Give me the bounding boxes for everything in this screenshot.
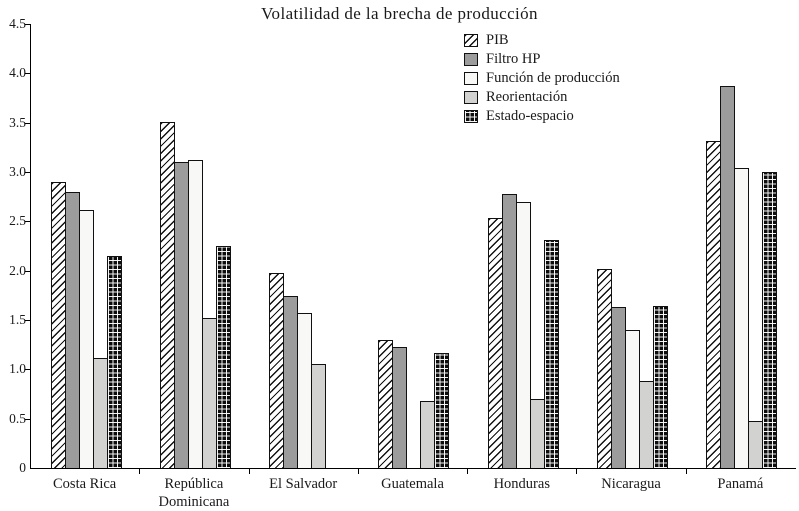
y-axis-tick (25, 122, 30, 124)
bar (720, 86, 736, 468)
legend-label: Función de producción (486, 70, 620, 86)
bar (106, 255, 122, 468)
bar (487, 218, 503, 468)
x-axis-category-label: Panamá (717, 476, 764, 492)
y-axis-tick (25, 270, 30, 272)
y-axis-tick (25, 172, 30, 173)
y-axis-tick-label: 0.5 (9, 410, 26, 426)
x-axis-tick (248, 469, 250, 474)
legend-item: Filtro HP (464, 52, 620, 66)
bar (625, 329, 641, 468)
legend-swatch-icon (464, 33, 478, 47)
y-axis-tick-label: 2.5 (9, 213, 26, 229)
bar (639, 381, 655, 468)
x-axis-tick (139, 469, 141, 474)
legend-swatch-icon (464, 109, 478, 123)
legend-swatch-icon (464, 90, 478, 104)
bar (611, 307, 627, 468)
bar (50, 181, 66, 468)
x-axis-category-label: República Dominicana (158, 476, 230, 511)
bar-group (31, 24, 140, 468)
bar (215, 246, 231, 468)
legend-swatch-icon (464, 52, 478, 66)
legend-item: Reorientación (464, 90, 620, 104)
y-axis-tick-label: 3.5 (9, 114, 26, 130)
bar-group (577, 24, 686, 468)
x-axis-tick (576, 469, 578, 474)
legend-swatch-icon (464, 71, 478, 85)
bar (92, 357, 108, 468)
x-axis-tick (357, 469, 359, 474)
bar (283, 296, 299, 468)
y-axis-tick-label: 3.0 (9, 164, 26, 179)
x-axis-category-label: Honduras (493, 476, 550, 492)
legend-item: Función de producción (464, 71, 620, 85)
bar (529, 398, 545, 468)
bar (748, 420, 764, 468)
bar (78, 209, 94, 468)
x-axis-tick (685, 469, 687, 474)
y-axis-tick (25, 418, 30, 420)
y-axis-tick (25, 24, 30, 25)
legend-label: Estado-espacio (486, 108, 574, 124)
y-axis-tick (25, 369, 30, 371)
bar-group (359, 24, 468, 468)
legend-item: PIB (464, 33, 620, 47)
bar (159, 121, 175, 468)
x-axis-category-label: El Salvador (269, 476, 338, 492)
y-axis-tick-label: 1.0 (9, 361, 26, 377)
y-axis-tick-label: 2.0 (9, 262, 26, 278)
legend-label: Filtro HP (486, 51, 541, 67)
bar (187, 160, 203, 468)
bar (762, 172, 778, 468)
y-axis-tick-label: 4.0 (9, 65, 26, 81)
legend-item: Estado-espacio (464, 109, 620, 123)
bar (543, 240, 559, 468)
bar (297, 313, 313, 468)
bar (420, 400, 436, 468)
bar (311, 364, 327, 468)
x-axis-tick (467, 469, 469, 474)
bar (734, 168, 750, 468)
y-axis-tick (25, 73, 30, 75)
bar (434, 352, 450, 468)
legend: PIB Filtro HP Función de producción Reorien… (464, 33, 620, 128)
bar-group (687, 24, 796, 468)
bar (201, 318, 217, 468)
legend-label: PIB (486, 32, 509, 48)
bar (269, 272, 285, 468)
y-axis-tick-label: 4.5 (9, 16, 26, 31)
legend-label: Reorientación (486, 89, 568, 105)
bar-group (250, 24, 359, 468)
bar (706, 141, 722, 468)
bar (64, 191, 80, 468)
y-axis-tick-label: 0 (19, 460, 26, 475)
bar-group (140, 24, 249, 468)
chart-title: Volatilidad de la brecha de producción (261, 4, 538, 23)
bar (515, 201, 531, 468)
bar (173, 162, 189, 468)
x-axis-category-label: Guatemala (381, 476, 444, 492)
bar (501, 193, 517, 468)
bar (378, 339, 394, 468)
plot-area (30, 24, 796, 469)
bar (597, 268, 613, 468)
y-axis-tick (25, 221, 30, 223)
bar (392, 346, 408, 468)
x-axis-category-label: Nicaragua (601, 476, 661, 492)
bar (653, 306, 669, 468)
x-axis-category-label: Costa Rica (53, 476, 117, 492)
y-axis-tick-label: 1.5 (9, 312, 26, 327)
bar-group (468, 24, 577, 468)
y-axis-tick (25, 320, 30, 321)
